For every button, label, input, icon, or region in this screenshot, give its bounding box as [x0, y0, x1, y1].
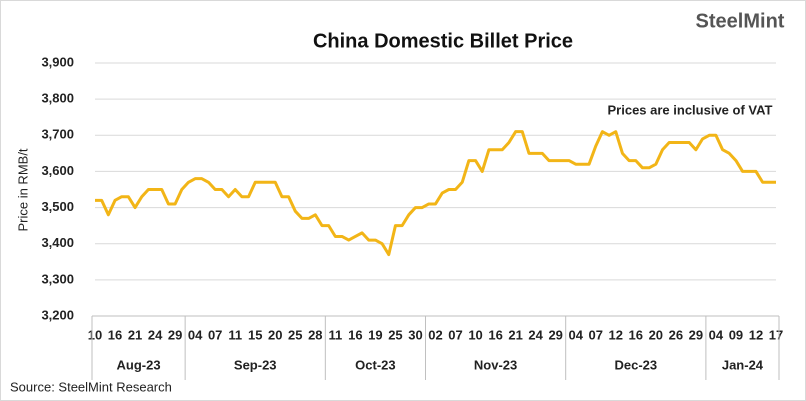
x-tick-label: 25 [388, 327, 402, 342]
logo: SteelMint [696, 10, 785, 32]
month-label: Dec-23 [614, 357, 657, 372]
x-tick-label: 15 [248, 327, 262, 342]
x-tick-label: 24 [148, 327, 163, 342]
x-tick-label: 25 [288, 327, 302, 342]
x-tick-label: 26 [669, 327, 683, 342]
x-tick-label: 04 [709, 327, 724, 342]
x-tick-label: 11 [228, 327, 242, 342]
x-tick-label: 29 [168, 327, 182, 342]
x-tick-label: 16 [108, 327, 122, 342]
source: Source: SteelMint Research [10, 379, 172, 394]
x-tick-label: 29 [689, 327, 703, 342]
y-tick-label: 3,800 [41, 91, 74, 106]
x-tick-label: 28 [308, 327, 322, 342]
y-tick-label: 3,500 [41, 199, 74, 214]
x-tick-label: 24 [528, 327, 543, 342]
x-tick-label: 11 [328, 327, 342, 342]
x-tick-label: 16 [488, 327, 502, 342]
month-label: Nov-23 [474, 357, 517, 372]
x-tick-label: 02 [428, 327, 442, 342]
x-tick-label: 07 [589, 327, 603, 342]
x-tick-label: 30 [408, 327, 422, 342]
x-tick-label: 10 [88, 327, 102, 342]
x-tick-label: 12 [609, 327, 623, 342]
x-tick-label: 16 [348, 327, 362, 342]
x-tick-label: 21 [508, 327, 522, 342]
y-axis-label: Price in RMB/t [15, 148, 30, 231]
x-tick-label: 10 [468, 327, 482, 342]
x-tick-label: 12 [749, 327, 763, 342]
x-tick-label: 09 [729, 327, 743, 342]
y-tick-label: 3,700 [41, 127, 74, 142]
y-tick-label: 3,200 [41, 307, 74, 322]
x-tick-label: 21 [128, 327, 142, 342]
y-tick-label: 3,400 [41, 235, 74, 250]
x-tick-label: 20 [268, 327, 282, 342]
y-tick-label: 3,600 [41, 163, 74, 178]
month-label: Sep-23 [234, 357, 277, 372]
y-tick-label: 3,300 [41, 271, 74, 286]
x-tick-label: 07 [208, 327, 222, 342]
x-tick-label: 04 [568, 327, 583, 342]
month-label: Aug-23 [117, 357, 161, 372]
x-tick-label: 19 [368, 327, 382, 342]
x-tick-label: 29 [548, 327, 562, 342]
y-tick-label: 3,900 [41, 54, 74, 69]
month-label: Jan-24 [722, 357, 764, 372]
x-tick-label: 16 [629, 327, 643, 342]
x-tick-label: 07 [448, 327, 462, 342]
price-line [95, 130, 776, 257]
annotation: Prices are inclusive of VAT [608, 102, 773, 117]
month-label: Oct-23 [355, 357, 395, 372]
x-tick-label: 17 [769, 327, 783, 342]
x-tick-label: 04 [188, 327, 203, 342]
x-tick-label: 20 [649, 327, 663, 342]
chart-title: China Domestic Billet Price [313, 30, 573, 52]
